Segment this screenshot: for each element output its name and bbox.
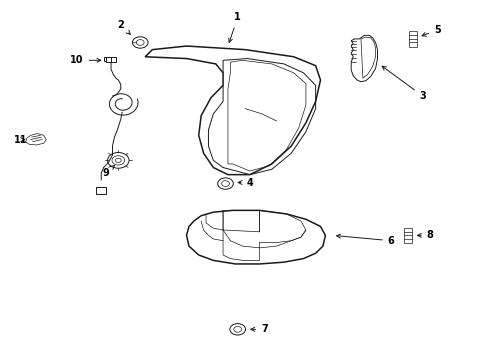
Text: 9: 9 bbox=[103, 165, 115, 178]
Text: 5: 5 bbox=[422, 25, 441, 36]
Text: 10: 10 bbox=[70, 55, 101, 65]
Text: 1: 1 bbox=[229, 13, 241, 42]
Text: 2: 2 bbox=[118, 19, 130, 34]
Text: 11: 11 bbox=[14, 135, 27, 145]
Text: 7: 7 bbox=[251, 324, 268, 334]
Text: 6: 6 bbox=[337, 234, 394, 246]
Text: 3: 3 bbox=[382, 66, 426, 101]
Text: 8: 8 bbox=[417, 230, 434, 240]
Text: 4: 4 bbox=[238, 177, 253, 188]
